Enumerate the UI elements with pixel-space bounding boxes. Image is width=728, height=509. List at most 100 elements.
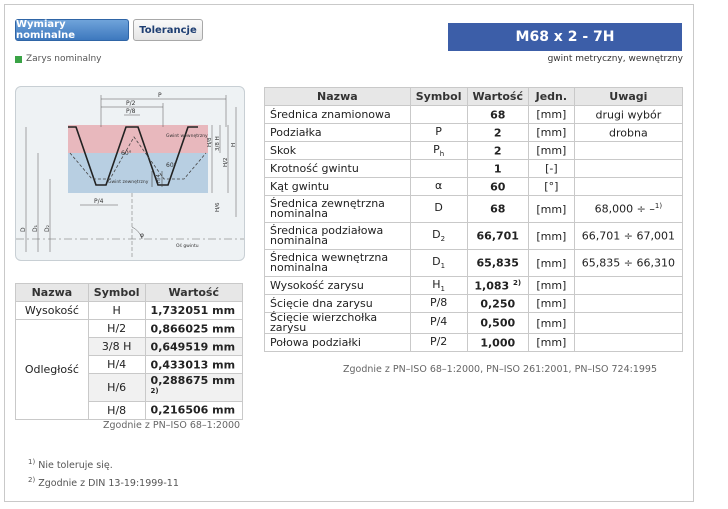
value-text: 1	[493, 162, 502, 176]
col-header-name: Nazwa	[15, 283, 89, 302]
row-symbol: H/4	[87, 355, 146, 374]
footnote-mark: 1)	[28, 458, 36, 466]
label-h8: H/8	[207, 137, 213, 147]
row-unit: [-]	[527, 159, 575, 178]
label-phi: φ	[140, 232, 144, 239]
row-symbol: H/6	[87, 373, 146, 402]
footnote-2: 2) Zgodnie z DIN 13-19:1999-11	[28, 476, 179, 489]
label-p: P	[158, 92, 162, 99]
tab-tolerances[interactable]: Tolerancje	[133, 19, 203, 41]
row-unit: [mm]	[527, 222, 575, 250]
row-name: Średnica wewnętrzna nominalna	[264, 249, 411, 277]
row-symbol	[409, 105, 468, 124]
note-text: drugi wybór	[595, 108, 662, 122]
label-inner-thread: Gwint wewnętrzny	[166, 133, 208, 139]
row-note	[573, 294, 684, 313]
row-name: Kąt gwintu	[264, 177, 411, 196]
note-text: 68,000 ÷ –	[594, 202, 655, 216]
row-name: Odległość	[15, 319, 89, 420]
symbol-text: P/8	[429, 295, 448, 309]
table-row: Wysokość zarysu H1 1,083 2) [mm]	[264, 276, 684, 295]
row-value: 1	[466, 159, 529, 178]
row-name: Połowa podziałki	[264, 333, 411, 352]
table-row: Średnica zewnętrzna nominalna D 68 [mm] 68,…	[264, 195, 684, 223]
table-row: Średnica wewnętrzna nominalna D1 65,835 [m…	[264, 249, 684, 277]
row-symbol: H1	[409, 276, 468, 295]
row-name: Ścięcie dna zarysu	[264, 294, 411, 313]
table-row: Odległość H/2 0,866025 mm	[15, 319, 244, 420]
value-text: 0,288675 mm	[150, 374, 236, 387]
footnote-text: Nie toleruje się.	[38, 460, 113, 472]
table-header-row: Nazwa Symbol Wartość	[15, 283, 244, 302]
value-text: 0,866025 mm	[150, 322, 236, 336]
value-text: 0,649519 mm	[150, 340, 236, 354]
main-table-source: Zgodnie z PN–ISO 68–1:2000, PN–ISO 261:2…	[343, 364, 658, 375]
profile-dimensions-table: Nazwa Symbol Wartość Wysokość H 1,732051…	[15, 283, 244, 420]
symbol-text: P/4	[429, 315, 448, 329]
symbol-text: D	[432, 255, 441, 269]
value-text: 1,083	[474, 279, 510, 293]
label-h2: H/2	[223, 158, 229, 168]
label-p4: P/4	[94, 198, 104, 205]
tab-nominal-dimensions[interactable]: Wymiary nominalne	[15, 19, 129, 41]
row-value: 0,250	[466, 294, 529, 313]
note-text: 65,835 ÷ 66,310	[581, 256, 675, 270]
row-note: drugi wybór	[573, 105, 684, 124]
row-name: Podziałka	[264, 123, 411, 142]
footnote-1: 1) Nie toleruje się.	[28, 458, 113, 471]
table-row: Połowa podziałki P/2 1,000 [mm]	[264, 333, 684, 352]
row-unit: [mm]	[527, 105, 575, 124]
row-value: 0,288675 mm 2)	[144, 373, 244, 402]
row-unit: [mm]	[527, 249, 575, 277]
row-symbol	[409, 159, 468, 178]
basic-profile-line	[69, 136, 207, 180]
row-value: 68	[466, 195, 529, 223]
row-value: 1,732051 mm	[144, 301, 244, 320]
table-row: H/6 0,288675 mm 2)	[16, 373, 244, 402]
row-value: 2	[466, 123, 529, 142]
symbol-subscript: 1	[440, 262, 446, 271]
label-d1: D₁	[32, 224, 39, 232]
note-text: drobna	[609, 126, 648, 140]
symbol-text: P	[435, 124, 442, 138]
symbol-text: D	[432, 228, 441, 242]
row-symbol: H/8	[87, 400, 146, 420]
left-table-source: Zgodnie z PN–ISO 68–1:2000	[103, 420, 241, 431]
col-header-name: Nazwa	[264, 87, 411, 106]
label-d2: D₂	[44, 224, 51, 232]
footnote-mark: 2)	[28, 476, 36, 484]
thread-profile-line	[68, 126, 198, 186]
legend-swatch	[15, 55, 22, 63]
row-symbol: Ph	[409, 141, 468, 160]
label-outer-thread: Gwint zewnętrzny	[108, 179, 149, 185]
table-row: Wysokość H 1,732051 mm	[15, 301, 244, 320]
value-text: 68	[490, 108, 506, 122]
table-row: Krotność gwintu 1 [-]	[264, 159, 684, 178]
symbol-subscript: 2	[440, 235, 446, 244]
value-text: 2	[493, 126, 502, 140]
legend: Zarys nominalny	[15, 54, 102, 64]
row-symbol: D1	[409, 249, 468, 277]
row-symbol: P	[409, 123, 468, 142]
value-text: 66,701	[476, 229, 519, 243]
row-value: 0,649519 mm	[144, 337, 244, 356]
table-row: Podziałka P 2 [mm] drobna	[264, 123, 684, 142]
row-value: 65,835	[466, 249, 529, 277]
note-footnote: 1)	[654, 202, 663, 211]
value-text: 65,835	[476, 256, 519, 270]
table-row: H/8 0,216506 mm	[16, 400, 244, 420]
symbol-text: P/2	[429, 334, 448, 348]
col-header-symbol: Symbol	[87, 283, 146, 302]
thread-parameters-table: Nazwa Symbol Wartość Jedn. Uwagi Średnic…	[264, 87, 684, 352]
value-text: 68	[490, 202, 506, 216]
col-header-symbol: Symbol	[409, 87, 468, 106]
legend-label: Zarys nominalny	[26, 54, 102, 64]
row-note: drobna	[573, 123, 684, 142]
row-symbol: 3/8 H	[87, 337, 146, 356]
row-note	[573, 159, 684, 178]
row-symbol: H	[87, 301, 146, 320]
label-d: D	[20, 227, 27, 232]
row-note: 65,835 ÷ 66,310	[573, 249, 684, 277]
row-name: Wysokość	[15, 301, 89, 320]
row-name: Ścięcie wierzchołka zarysu	[264, 312, 411, 334]
